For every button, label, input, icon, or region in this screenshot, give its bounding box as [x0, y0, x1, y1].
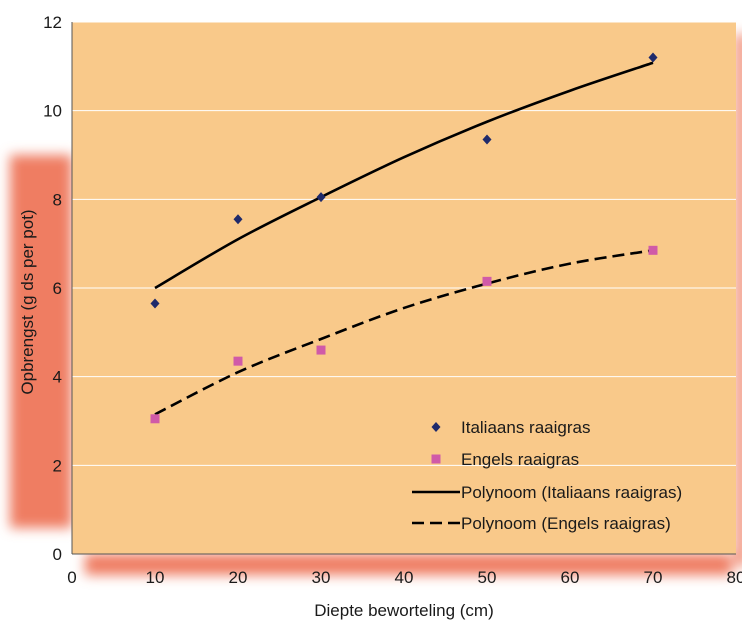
x-tick-label: 10 [146, 568, 165, 587]
legend: Italiaans raaigras Engels raaigras Polyn… [412, 418, 682, 533]
data-point-engels [233, 356, 243, 366]
legend-label-polynoom-italiaans: Polynoom (Italiaans raaigras) [461, 483, 682, 502]
legend-item-polynoom-italiaans: Polynoom (Italiaans raaigras) [412, 483, 682, 502]
tick-labels: 0 2 4 6 8 10 12 0 10 20 30 40 50 60 70 80 [43, 13, 742, 587]
trendline-italiaans [154, 61, 654, 290]
data-point-italiaans [648, 52, 658, 63]
trendlines [154, 61, 654, 416]
y-tick-label: 6 [53, 279, 62, 298]
data-point-engels [150, 414, 160, 424]
legend-item-polynoom-engels: Polynoom (Engels raaigras) [412, 514, 671, 533]
axes [71, 22, 736, 555]
y-tick-label: 8 [53, 190, 62, 209]
y-tick-label: 2 [53, 456, 62, 475]
x-tick-label: 0 [67, 568, 76, 587]
legend-item-engels: Engels raaigras [431, 450, 579, 469]
data-point-engels [482, 276, 492, 286]
data-point-engels [648, 245, 658, 255]
legend-label-italiaans: Italiaans raaigras [461, 418, 590, 437]
x-tick-label: 40 [395, 568, 414, 587]
gridlines [72, 21, 736, 466]
trendline-engels [154, 249, 654, 416]
legend-item-italiaans: Italiaans raaigras [431, 418, 590, 437]
data-points [150, 52, 658, 424]
y-tick-label: 12 [43, 13, 62, 32]
y-axis-label: Opbrengst (g ds per pot) [18, 209, 37, 394]
x-tick-label: 60 [561, 568, 580, 587]
y-tick-label: 4 [53, 368, 62, 387]
x-tick-label: 70 [644, 568, 663, 587]
x-tick-label: 80 [727, 568, 742, 587]
x-axis-label: Diepte beworteling (cm) [314, 601, 494, 620]
data-point-italiaans [482, 134, 492, 145]
legend-label-engels: Engels raaigras [461, 450, 579, 469]
x-tick-label: 20 [229, 568, 248, 587]
data-point-italiaans [316, 192, 326, 203]
y-tick-label: 0 [53, 545, 62, 564]
data-point-engels [316, 345, 326, 355]
legend-diamond-marker [431, 422, 441, 432]
legend-label-polynoom-engels: Polynoom (Engels raaigras) [461, 514, 671, 533]
x-tick-label: 30 [312, 568, 331, 587]
x-tick-label: 50 [478, 568, 497, 587]
data-point-italiaans [150, 298, 160, 309]
legend-square-marker [431, 454, 441, 464]
y-tick-label: 10 [43, 102, 62, 121]
data-point-italiaans [233, 214, 243, 225]
